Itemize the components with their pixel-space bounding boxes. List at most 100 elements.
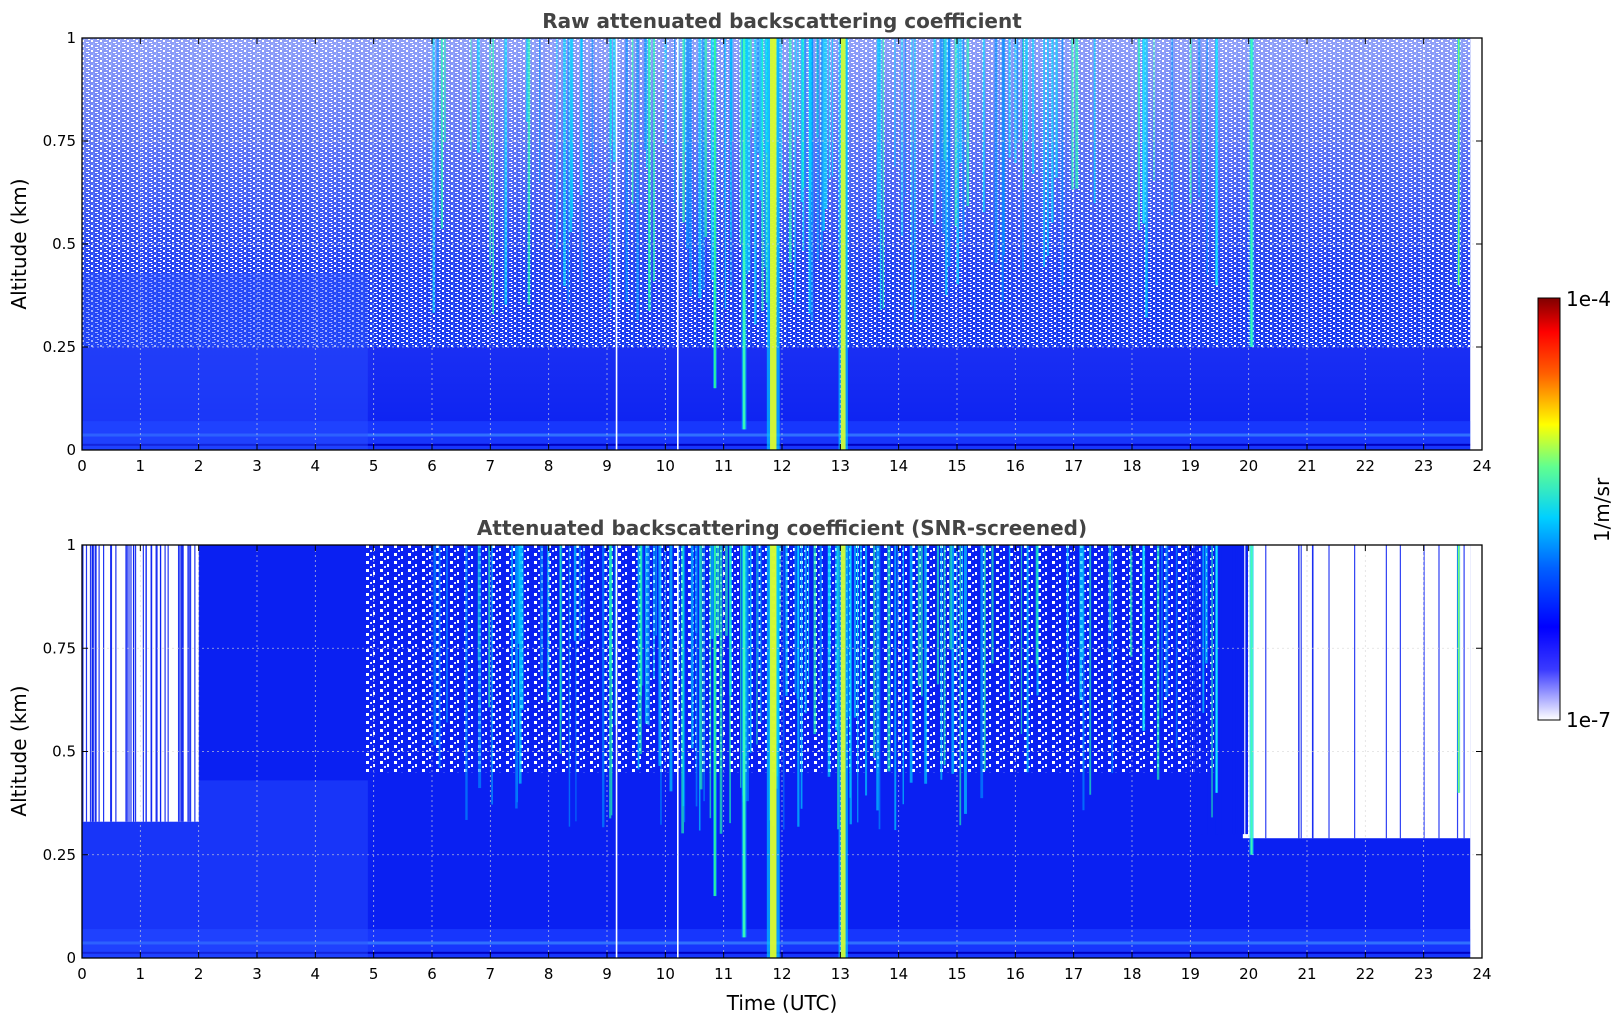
- x-tick-label: 12: [772, 457, 791, 475]
- plume-streak: [1008, 38, 1011, 158]
- plume-streak: [625, 38, 628, 302]
- screened-streak: [1246, 545, 1248, 835]
- plume-streak: [962, 38, 965, 243]
- plume-streak: [517, 545, 521, 644]
- screened-streak: [1242, 545, 1245, 835]
- plume-streak: [664, 38, 667, 145]
- plume-streak: [1051, 38, 1054, 223]
- strong-plume-core: [1250, 545, 1253, 855]
- plume-streak: [636, 38, 639, 320]
- x-tick-label: 17: [1064, 965, 1083, 983]
- plume-streak: [489, 38, 491, 266]
- x-tick-label: 2: [194, 457, 204, 475]
- plume-streak: [954, 38, 957, 226]
- x-tick-label: 10: [656, 457, 675, 475]
- x-tick-label: 0: [77, 965, 87, 983]
- screened-streak: [194, 545, 196, 822]
- plume-streak: [640, 545, 644, 686]
- screened-streak: [1214, 545, 1216, 835]
- plume-streak: [914, 38, 916, 322]
- screened-streak: [179, 545, 181, 822]
- x-tick-label: 12: [772, 965, 791, 983]
- x-tick-label: 9: [602, 457, 612, 475]
- plume-streak: [800, 38, 803, 203]
- plume-streak: [571, 38, 574, 218]
- plume-streak: [761, 38, 764, 312]
- plume-streak: [602, 545, 605, 828]
- screened-streak: [1300, 545, 1302, 839]
- plume-streak: [682, 38, 685, 223]
- plume-streak: [704, 38, 708, 238]
- plume-streak: [660, 545, 662, 825]
- screened-streak: [1193, 545, 1195, 835]
- x-tick-label: 4: [311, 965, 321, 983]
- plume-streak: [438, 545, 441, 769]
- x-tick-label: 1: [136, 457, 146, 475]
- plume-streak: [488, 545, 491, 708]
- plume-streak: [724, 38, 727, 310]
- plume-streak: [835, 545, 839, 731]
- plume-streak: [991, 545, 994, 664]
- plume-streak: [682, 545, 685, 807]
- plume-streak: [779, 545, 781, 629]
- plume-streak: [1189, 38, 1192, 204]
- plume-streak: [1079, 545, 1083, 700]
- x-tick-label: 10: [656, 965, 675, 983]
- panel1-title: Raw attenuated backscattering coefficien…: [542, 9, 1022, 33]
- plume-streak: [1165, 545, 1169, 698]
- panel2-x-axis-label: Time (UTC): [726, 991, 838, 1015]
- plume-streak: [729, 545, 732, 824]
- screened-streak: [98, 545, 100, 822]
- plume-streak: [725, 545, 728, 636]
- screened-streak: [1207, 545, 1209, 835]
- strong-plume-core: [1215, 545, 1218, 793]
- plume-streak: [754, 38, 757, 325]
- x-tick-label: 15: [947, 965, 966, 983]
- screened-streak: [1217, 545, 1219, 835]
- screened-streak: [1240, 545, 1243, 835]
- x-tick-label: 7: [486, 457, 496, 475]
- screened-streak: [142, 545, 144, 822]
- plume-streak: [1111, 545, 1114, 774]
- plume-streak: [1082, 545, 1085, 811]
- plume-streak: [432, 38, 435, 313]
- screened-streak: [94, 545, 96, 822]
- plume-streak: [1043, 38, 1045, 268]
- plume-streak: [788, 38, 792, 263]
- plume-streak: [1161, 545, 1163, 718]
- plume-streak: [959, 38, 962, 163]
- screened-streak: [110, 545, 112, 822]
- plume-streak: [699, 545, 703, 790]
- screened-streak: [103, 545, 105, 822]
- plume-streak: [567, 38, 570, 304]
- screened-streak: [1245, 545, 1247, 835]
- y-tick-label: 0.5: [52, 743, 76, 761]
- plume-streak: [433, 545, 437, 746]
- plume-streak: [1025, 38, 1028, 142]
- plume-streak: [678, 545, 680, 677]
- plume-streak: [983, 545, 986, 771]
- panel1-x-ticks: 0 1 2 3 4 5 6 7 8 9 10 11 12 13 14 15 16 17 18 19 20 21 22 23 24: [77, 38, 1492, 475]
- plume-streak: [610, 545, 613, 816]
- plume-streak: [740, 545, 742, 788]
- x-tick-label: 9: [602, 965, 612, 983]
- plume-streak: [673, 38, 676, 204]
- screened-streak: [187, 545, 189, 822]
- plume-streak: [849, 545, 852, 825]
- screened-streak: [1232, 545, 1235, 835]
- plume-streak: [804, 38, 807, 188]
- x-tick-label: 21: [1297, 965, 1316, 983]
- screened-streak: [1235, 545, 1238, 835]
- plume-streak: [909, 545, 913, 783]
- screened-streak: [85, 545, 88, 822]
- plume-streak: [639, 545, 642, 755]
- plume-streak: [1047, 38, 1049, 256]
- plume-streak: [1171, 38, 1174, 216]
- plume-streak: [1187, 545, 1189, 657]
- plume-streak: [711, 545, 714, 639]
- plume-streak: [1145, 38, 1148, 318]
- plume-streak: [1202, 545, 1205, 713]
- screened-streak: [1197, 545, 1199, 835]
- plume-streak: [859, 545, 862, 686]
